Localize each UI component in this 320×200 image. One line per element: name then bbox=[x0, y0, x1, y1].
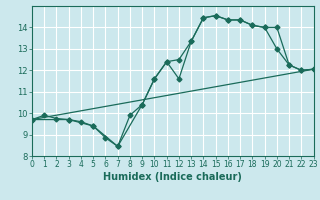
X-axis label: Humidex (Indice chaleur): Humidex (Indice chaleur) bbox=[103, 172, 242, 182]
